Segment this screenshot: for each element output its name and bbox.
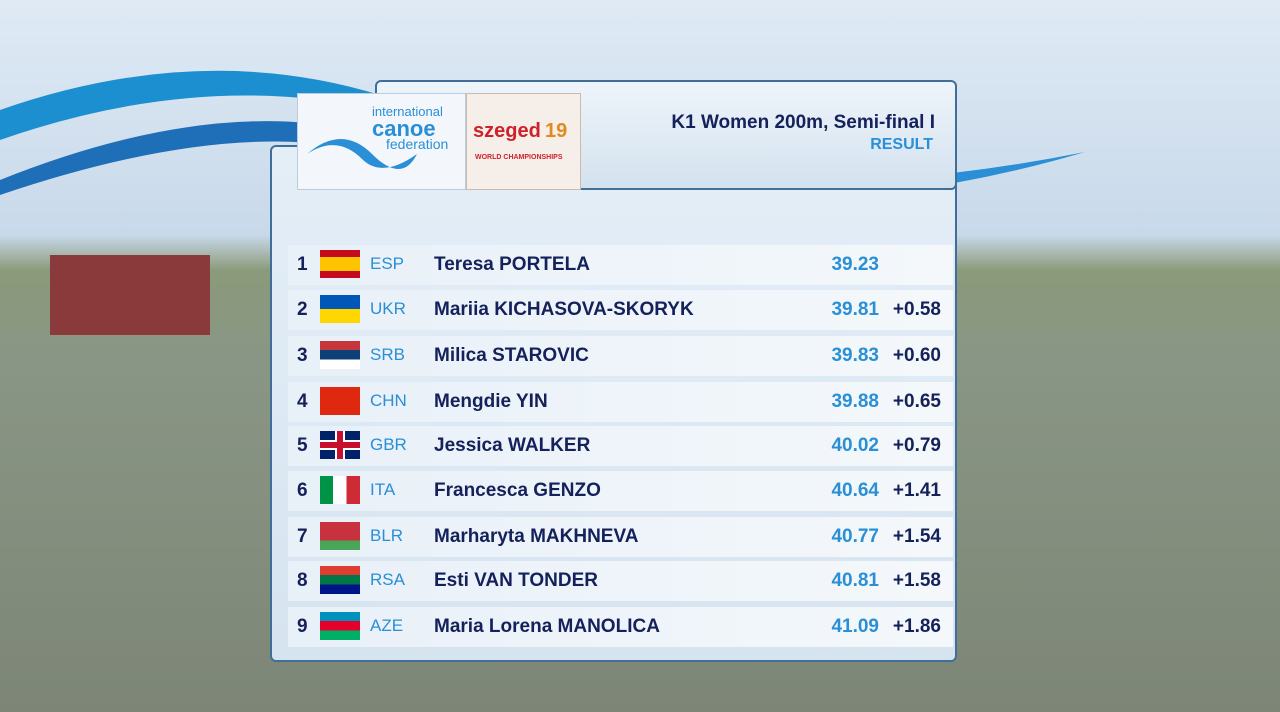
result-row: 9 AZE Maria Lorena MANOLICA 41.09 +1.86 [288, 607, 953, 647]
country: ESP [370, 254, 405, 273]
rank: 7 [297, 526, 308, 547]
rank: 6 [297, 480, 308, 501]
flag [320, 295, 360, 323]
country: AZE [370, 616, 404, 635]
flag [320, 612, 360, 640]
result-row: 7 BLR Marharyta MAKHNEVA 40.77 +1.54 [288, 517, 953, 557]
rank: 1 [297, 254, 308, 275]
time: 40.02 [831, 435, 879, 456]
time: 39.23 [831, 254, 879, 275]
country: UKR [370, 299, 406, 318]
name: Esti VAN TONDER [434, 570, 598, 591]
flag [320, 250, 360, 278]
flag [320, 522, 360, 550]
gap: +0.58 [892, 299, 941, 320]
rank: 2 [297, 299, 308, 320]
result-row: 1 ESP Teresa PORTELA 39.23 [288, 245, 953, 285]
gap: +0.65 [892, 391, 941, 412]
name: Mengdie YIN [434, 391, 548, 412]
time: 39.88 [831, 391, 879, 412]
result-row: 3 SRB Milica STAROVIC 39.83 +0.60 [288, 336, 953, 376]
flag [320, 431, 360, 459]
gap: +1.41 [892, 480, 941, 501]
name: Maria Lorena MANOLICA [434, 616, 660, 637]
name: Francesca GENZO [434, 480, 601, 501]
country: BLR [370, 526, 404, 545]
gap: +1.58 [892, 570, 941, 591]
icf-wave [307, 139, 417, 169]
country: ITA [370, 480, 396, 499]
icf-text: canoe [372, 116, 436, 141]
flag [320, 566, 360, 594]
name: Jessica WALKER [434, 435, 591, 456]
icf-text: international [372, 104, 443, 119]
time: 41.09 [831, 616, 879, 637]
rank: 9 [297, 616, 308, 637]
icf-logo: international canoe federation [297, 93, 466, 190]
name: Marharyta MAKHNEVA [434, 526, 639, 547]
country: RSA [370, 570, 405, 589]
event-tagline: WORLD CHAMPIONSHIPS [475, 154, 563, 161]
result-row: 8 RSA Esti VAN TONDER 40.81 +1.58 [288, 561, 953, 601]
rank: 3 [297, 345, 308, 366]
name: Mariia KICHASOVA-SKORYK [434, 299, 694, 320]
result-row: 5 GBR Jessica WALKER 40.02 +0.79 [288, 426, 953, 466]
flag [320, 476, 360, 504]
time: 40.77 [831, 526, 879, 547]
name: Milica STAROVIC [434, 345, 589, 366]
country: SRB [370, 345, 405, 364]
flag [320, 341, 360, 369]
rank: 4 [297, 391, 308, 412]
rank: 5 [297, 435, 308, 456]
time: 39.81 [831, 299, 879, 320]
gap: +0.79 [892, 435, 941, 456]
swoosh [0, 70, 380, 140]
flag [320, 387, 360, 415]
gap: +0.60 [892, 345, 941, 366]
building [50, 255, 210, 335]
result-row: 4 CHN Mengdie YIN 39.88 +0.65 [288, 382, 953, 422]
gap: +1.54 [892, 526, 941, 547]
name: Teresa PORTELA [434, 254, 590, 275]
event-year: 19 [545, 120, 568, 142]
time: 40.81 [831, 570, 879, 591]
time: 40.64 [831, 480, 879, 501]
rank: 8 [297, 570, 308, 591]
result-row: 6 ITA Francesca GENZO 40.64 +1.41 [288, 471, 953, 511]
title: K1 Women 200m, Semi-final I [671, 112, 935, 133]
result-row: 2 UKR Mariia KICHASOVA-SKORYK 39.81 +0.58 [288, 290, 953, 330]
country: CHN [370, 391, 407, 410]
event-name: szeged [473, 120, 541, 142]
time: 39.83 [831, 345, 879, 366]
gap: +1.86 [892, 616, 941, 637]
icf-text: federation [386, 136, 449, 152]
subtitle: RESULT [870, 136, 933, 153]
country: GBR [370, 435, 407, 454]
event-logo: szeged 19 WORLD CHAMPIONSHIPS [466, 93, 581, 190]
